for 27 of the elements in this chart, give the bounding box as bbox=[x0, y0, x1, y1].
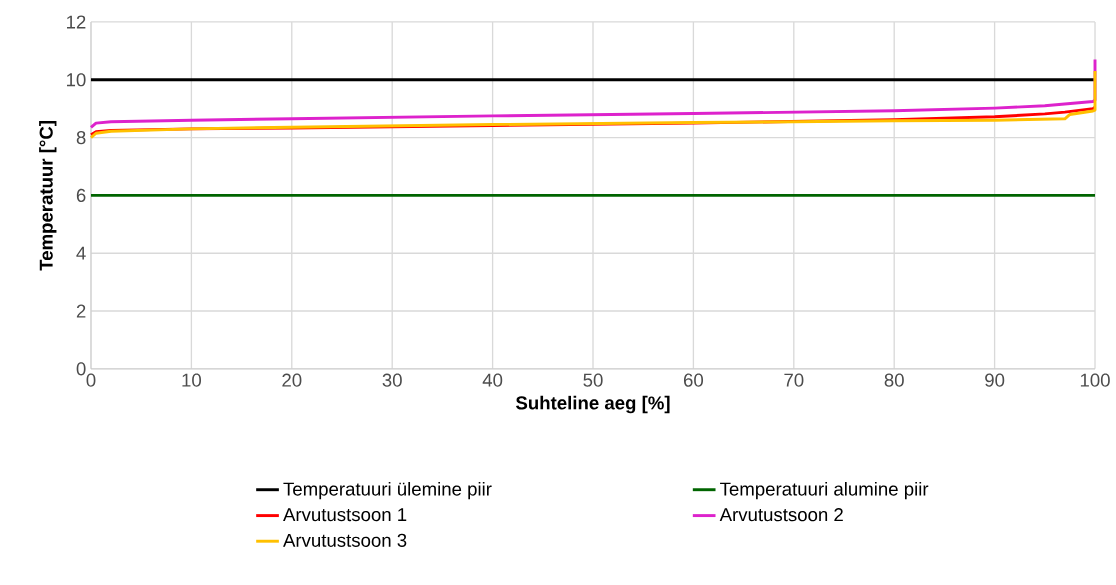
x-tick-label: 50 bbox=[583, 373, 603, 387]
x-tick-label: 10 bbox=[182, 373, 202, 387]
y-tick-label: 6 bbox=[76, 188, 86, 203]
legend-label: Arvutustsoon 2 bbox=[719, 508, 843, 522]
x-tick-label: 60 bbox=[683, 373, 704, 387]
legend-label: Arvutustsoon 3 bbox=[283, 533, 407, 547]
x-tick-label: 40 bbox=[482, 373, 503, 387]
line-series bbox=[89, 58, 1097, 129]
y-tick-label: 0 bbox=[76, 362, 86, 376]
y-tick-label: 2 bbox=[76, 304, 86, 318]
y-axis-title: Temperatuur [°C] bbox=[39, 121, 57, 271]
x-tick-label: 70 bbox=[784, 373, 804, 387]
x-tick-label: 30 bbox=[382, 373, 402, 387]
legend-label: Temperatuuri alumine piir bbox=[720, 482, 929, 500]
y-tick-label: 8 bbox=[76, 131, 86, 145]
x-tick-label: 20 bbox=[282, 373, 302, 387]
y-tick-label: 10 bbox=[67, 73, 86, 87]
legend-label: Arvutustsoon 1 bbox=[283, 508, 407, 522]
line-series bbox=[89, 69, 1097, 140]
x-tick-label: 80 bbox=[884, 373, 904, 387]
x-tick-label: 90 bbox=[985, 373, 1005, 387]
x-axis-title: Suhteline aeg [%] bbox=[515, 395, 670, 414]
y-tick-label: 4 bbox=[76, 246, 86, 260]
x-tick-label: 100 bbox=[1080, 373, 1110, 387]
x-tick-label: 0 bbox=[86, 373, 96, 387]
y-tick-label: 12 bbox=[67, 15, 86, 29]
legend-label: Temperatuuri ülemine piir bbox=[283, 482, 492, 500]
